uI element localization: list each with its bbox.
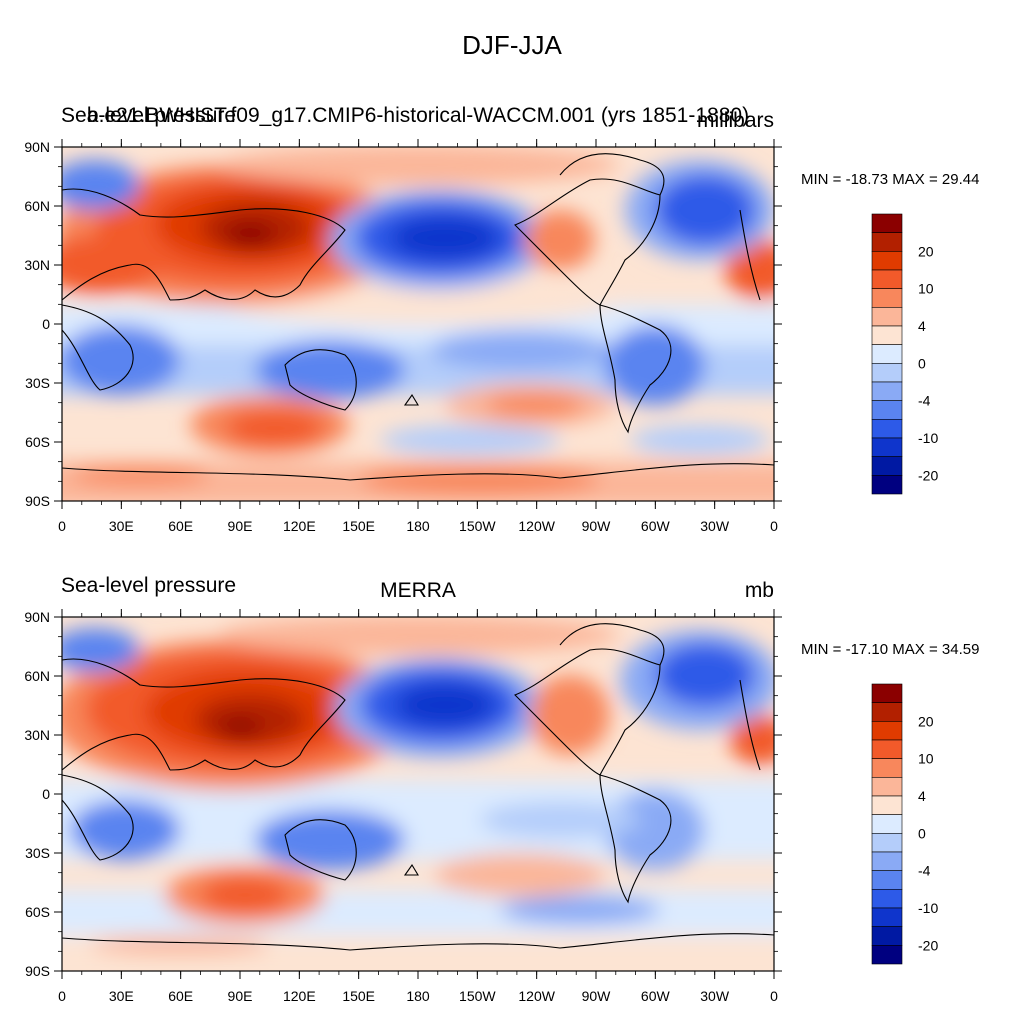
lon-tick-label: 0	[58, 518, 66, 534]
colorbar-label: -20	[918, 937, 938, 953]
lon-tick-label: 120W	[518, 518, 555, 534]
lon-tick-label: 60E	[168, 988, 193, 1004]
lat-tick-label: 30S	[25, 845, 50, 861]
lon-tick-label: 30E	[109, 988, 134, 1004]
colorbar-swatch	[871, 456, 903, 476]
colorbar-label: -10	[918, 900, 938, 916]
colorbar-swatch	[871, 889, 903, 909]
colorbar-swatch	[871, 288, 903, 308]
colorbar-label: 10	[918, 751, 934, 767]
lon-tick-label: 180	[406, 518, 430, 534]
colorbar-swatch	[871, 307, 903, 327]
lon-tick-label: 60W	[641, 988, 671, 1004]
map-field	[62, 617, 774, 971]
lat-tick-label: 0	[42, 786, 50, 802]
lon-tick-label: 150W	[459, 518, 496, 534]
panel-center-label: b.e21.BWHIST.f09_g17.CMIP6-historical-WA…	[86, 104, 750, 127]
lon-tick-label: 0	[770, 988, 778, 1004]
map-frames: 90N 60N 30N 0 30S 60S 90S 0 30E 60E 90E 120E 150E 180…	[24, 139, 782, 1004]
lat-tick-label: 90S	[25, 963, 50, 979]
lon-tick-label: 120E	[283, 988, 316, 1004]
lon-tick-label: 150W	[459, 988, 496, 1004]
lon-tick-label: 60W	[641, 518, 671, 534]
colorbar-label: 4	[918, 318, 926, 334]
colorbar-label: -4	[918, 863, 931, 879]
colorbar-swatch	[871, 269, 903, 289]
panel-right-label: mb	[744, 579, 774, 602]
colorbar-swatch	[871, 400, 903, 420]
panel-right-label: millibars	[696, 109, 774, 132]
lon-tick-label: 90W	[582, 988, 612, 1004]
colorbar-label: 0	[918, 355, 926, 371]
colorbar-swatch	[871, 926, 903, 946]
colorbar-label: -4	[918, 393, 931, 409]
colorbar-swatch	[871, 419, 903, 439]
colorbar-swatch	[871, 381, 903, 401]
colorbar-swatch	[871, 758, 903, 778]
colorbar-swatch	[871, 739, 903, 759]
lat-tick-label: 30S	[25, 375, 50, 391]
colorbar-swatch	[871, 363, 903, 383]
colorbar-swatch	[871, 213, 903, 233]
colorbar-swatch	[871, 833, 903, 853]
colorbar-swatch	[871, 721, 903, 741]
lon-tick-label: 180	[406, 988, 430, 1004]
lat-tick-label: 90N	[24, 609, 50, 625]
colorbar-label: -20	[918, 467, 938, 483]
colorbar-swatch	[871, 851, 903, 871]
lat-tick-label: 60S	[25, 904, 50, 920]
lon-tick-label: 30W	[700, 518, 730, 534]
colorbar-swatch	[871, 344, 903, 364]
colorbar-swatch	[871, 945, 903, 965]
lat-tick-label: 0	[42, 316, 50, 332]
colorbar-swatch	[871, 325, 903, 345]
lat-tick-label: 90N	[24, 139, 50, 155]
lat-tick-label: 60S	[25, 434, 50, 450]
colorbar-swatch	[871, 475, 903, 495]
panel-left-label: Sea-level pressure	[61, 104, 237, 127]
lon-tick-label: 30E	[109, 518, 134, 534]
lon-tick-label: 90E	[228, 988, 253, 1004]
lon-tick-label: 0	[58, 988, 66, 1004]
colorbar-swatch	[871, 870, 903, 890]
lat-tick-label: 30N	[24, 727, 50, 743]
lon-tick-label: 60E	[168, 518, 193, 534]
lat-tick-label: 90S	[25, 493, 50, 509]
lat-tick-label: 60N	[24, 198, 50, 214]
lon-tick-label: 120W	[518, 988, 555, 1004]
min-max-readout: MIN = -17.10 MAX = 34.59	[801, 641, 980, 658]
panel-left-label: Sea-level pressure	[61, 574, 237, 597]
colorbar-label: -10	[918, 430, 938, 446]
map-field	[62, 147, 774, 501]
lat-tick-label: 30N	[24, 257, 50, 273]
colorbar-label: 20	[918, 243, 934, 259]
colorbar-label: 20	[918, 713, 934, 729]
lat-tick-label: 60N	[24, 668, 50, 684]
lon-tick-label: 0	[770, 518, 778, 534]
colorbar-label: 10	[918, 281, 934, 297]
lon-tick-label: 30W	[700, 988, 730, 1004]
lon-tick-label: 90E	[228, 518, 253, 534]
lon-tick-label: 90W	[582, 518, 612, 534]
colorbar-swatch	[871, 683, 903, 703]
colorbar-swatch	[871, 232, 903, 252]
figure-title: DJF-JJA	[462, 30, 562, 60]
panel-center-label: MERRA	[380, 579, 456, 602]
colorbar-swatch	[871, 795, 903, 815]
lon-tick-label: 120E	[283, 518, 316, 534]
colorbar-swatch	[871, 777, 903, 797]
colorbar-swatch	[871, 907, 903, 927]
colorbar-swatch	[871, 437, 903, 457]
colorbar-swatch	[871, 251, 903, 271]
colorbar-swatch	[871, 814, 903, 834]
coastline	[61, 153, 775, 481]
colorbars: 20 10 4 0 -4 -10 -20 20 10 4 0 -4 -10 -20	[871, 213, 938, 965]
lon-tick-label: 150E	[342, 518, 375, 534]
colorbar-label: 0	[918, 825, 926, 841]
lon-tick-label: 150E	[342, 988, 375, 1004]
colorbar-label: 4	[918, 788, 926, 804]
min-max-readout: MIN = -18.73 MAX = 29.44	[801, 171, 980, 188]
colorbar-swatch	[871, 702, 903, 722]
